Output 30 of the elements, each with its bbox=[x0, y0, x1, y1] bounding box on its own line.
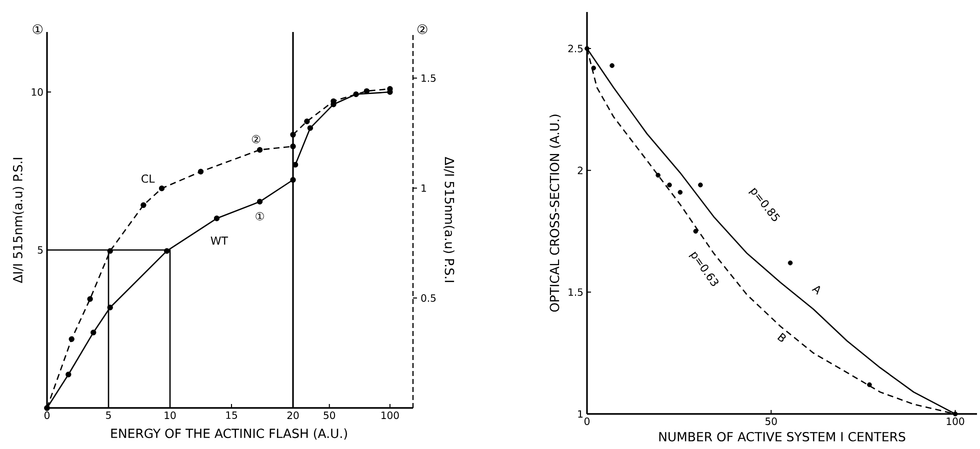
x-axis-title: NUMBER OF ACTIVE SYSTEM I CENTERS bbox=[659, 432, 906, 442]
y2-tick-label: 1 bbox=[422, 184, 426, 192]
x-tick-label: 50 bbox=[766, 418, 777, 426]
annotation: A bbox=[812, 286, 820, 295]
x-tick-label: 0 bbox=[584, 418, 590, 426]
y-tick-label: 1 bbox=[578, 410, 583, 418]
annotation: ① bbox=[256, 212, 264, 220]
x-tick-label: 100 bbox=[946, 418, 964, 426]
x-axis-title: ENERGY OF THE ACTINIC FLASH (A.U.) bbox=[111, 428, 347, 440]
annotation: ② bbox=[252, 135, 260, 144]
annotation: CL bbox=[142, 174, 155, 183]
x-tick-label: 20 bbox=[287, 412, 299, 420]
y-tick-label: 1.5 bbox=[568, 288, 583, 296]
y-tick-label: 2.5 bbox=[568, 44, 583, 52]
x-tick-label: 10 bbox=[164, 412, 176, 420]
y-axis-title: OPTICAL CROSS-SECTION (A.U.) bbox=[550, 114, 561, 312]
y2-tick-label: 0.5 bbox=[421, 294, 436, 302]
annotation: WT bbox=[210, 236, 228, 245]
text: ② bbox=[418, 24, 428, 34]
y2-axis-title: ΔI/I 515nm(a.u) P.S.I bbox=[443, 156, 454, 282]
y2-tick-label: 1.5 bbox=[422, 74, 436, 82]
y-tick-label: 2 bbox=[578, 166, 582, 174]
x-tick-label: 15 bbox=[226, 412, 237, 419]
annotation: B bbox=[777, 332, 786, 342]
x-tick-label: 50 bbox=[324, 412, 336, 420]
x-tick-label: 5 bbox=[106, 412, 111, 419]
y-axis-title: ΔI/I 515nm(a.u) P.S.I bbox=[12, 158, 24, 284]
x-tick-label: 100 bbox=[382, 412, 399, 420]
text: ① bbox=[32, 24, 43, 34]
x-tick-label: 0 bbox=[44, 412, 50, 420]
